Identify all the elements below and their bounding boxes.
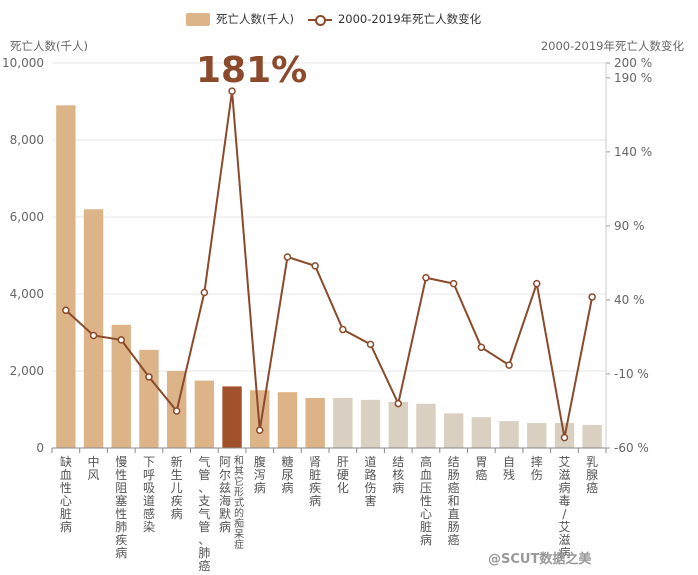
change-point — [560, 433, 569, 442]
bar — [527, 422, 547, 448]
left-axis-tick: 8,000 — [10, 133, 44, 147]
bar — [416, 403, 436, 448]
legend-item-bar[interactable]: 死亡人数(千人) — [186, 11, 294, 27]
x-tick-label: 新生儿疾病 — [171, 454, 183, 521]
x-tick-label: 下呼吸道感染 — [143, 455, 155, 534]
watermark: @SCUT数据之美 — [488, 552, 592, 567]
right-axis-tick: 90 % — [614, 219, 645, 233]
bar — [582, 424, 602, 448]
left-axis-name: 死亡人数(千人) — [10, 39, 88, 53]
change-point — [62, 306, 70, 315]
left-axis-tick: 6,000 — [10, 210, 44, 224]
legend-bar-swatch — [186, 12, 210, 26]
change-point — [422, 273, 430, 282]
bar — [222, 386, 242, 448]
change-line — [65, 90, 594, 438]
x-tick-label: 糖尿病 — [281, 454, 293, 495]
x-tick-label-secondary: 和其它形式的痴呆症 — [234, 455, 244, 551]
change-point — [366, 340, 375, 349]
bar — [194, 380, 215, 448]
x-tick-label: 气管、支气管、肺癌 — [198, 454, 210, 573]
change-point — [228, 87, 236, 95]
change-point — [449, 279, 458, 288]
change-point — [256, 426, 264, 434]
bar — [360, 399, 381, 448]
bar — [471, 417, 492, 448]
x-tick-label: 结肠癌和直肠癌 — [448, 455, 460, 547]
change-point — [588, 293, 596, 301]
legend-item-line[interactable]: 2000-2019年死亡人数变化 — [307, 11, 482, 27]
bar — [388, 401, 408, 448]
x-tick-label: 肝硬化 — [337, 455, 349, 495]
legend-line-label: 2000-2019年死亡人数变化 — [337, 12, 482, 26]
bar — [139, 349, 159, 448]
left-axis-tick: 10,000 — [2, 56, 44, 70]
x-tick-label: 乳腺癌 — [586, 455, 598, 495]
legend: 死亡人数(千人) 2000-2019年死亡人数变化 — [186, 11, 495, 27]
change-point — [477, 343, 486, 352]
right-axis-tick: -60 % — [614, 441, 649, 455]
highlight-annotation: 181% — [196, 50, 308, 91]
x-tick-label: 结核病 — [392, 455, 404, 495]
change-point — [117, 336, 125, 344]
change-point — [311, 262, 319, 270]
bar — [443, 413, 464, 448]
legend-line-swatch — [307, 13, 332, 26]
right-axis-tick: 190 % — [614, 71, 652, 85]
left-axis-tick: 2,000 — [10, 364, 44, 378]
bar — [277, 392, 298, 448]
change-point — [145, 373, 153, 381]
left-axis-tick: 4,000 — [10, 287, 44, 301]
right-axis-tick: 140 % — [614, 145, 652, 159]
change-point — [394, 399, 402, 408]
change-point — [172, 407, 181, 415]
x-tick-label: 道路伤害 — [365, 455, 377, 508]
bar — [499, 421, 519, 448]
x-tick-label: 自残 — [503, 455, 515, 482]
x-tick-label: 慢性阻塞性肺疾病 — [115, 455, 127, 560]
x-tick-label: 肾脏疾病 — [309, 455, 321, 508]
x-tick-label: 高血压性心脏病 — [420, 454, 432, 547]
x-tick-label: 胃癌 — [475, 455, 487, 482]
right-axis-tick: 200 % — [614, 56, 652, 70]
change-point — [505, 361, 513, 369]
x-tick-label: 摔伤 — [531, 455, 543, 482]
change-point — [89, 331, 98, 340]
bar — [333, 397, 353, 448]
right-axis-tick: 40 % — [614, 293, 645, 307]
change-point — [283, 253, 292, 261]
bar — [305, 397, 325, 448]
left-axis-tick: 0 — [36, 441, 44, 455]
x-tick-label: 缺血性心脏病 — [60, 454, 72, 534]
legend-bar-label: 死亡人数(千人) — [216, 12, 294, 26]
x-tick-label: 腹泻病 — [254, 455, 266, 495]
change-point — [339, 325, 347, 334]
bar — [83, 209, 104, 448]
right-axis-name: 2000-2019年死亡人数变化 — [540, 39, 684, 53]
x-tick-label: 阿尔兹海默病 — [219, 455, 231, 534]
bar — [56, 105, 76, 448]
change-point — [533, 279, 541, 288]
right-axis-tick: -10 % — [614, 367, 649, 381]
change-point — [200, 288, 209, 297]
x-tick-label: 艾滋病毒/艾滋病 — [558, 455, 570, 560]
x-tick-label: 中风 — [88, 454, 100, 482]
bar — [111, 324, 131, 448]
